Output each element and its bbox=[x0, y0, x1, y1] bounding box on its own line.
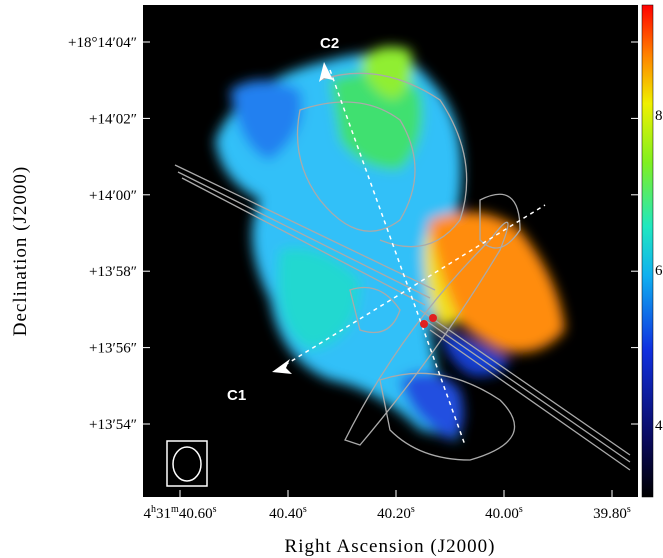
annotation: C1 bbox=[227, 387, 246, 404]
x-tick-label: 40.20s bbox=[377, 504, 415, 522]
figure: C2 C1 864 4h31m40.60s40.40s40.20s40.00s3… bbox=[0, 0, 663, 558]
x-tick-label-part: 40.20 bbox=[377, 506, 411, 522]
x-tick-label-part: s bbox=[303, 504, 307, 515]
x-tick-label-part: s bbox=[519, 504, 523, 515]
x-tick-label-part: 31 bbox=[156, 506, 171, 522]
colorbar-tick-label: 8 bbox=[655, 108, 663, 124]
x-tick-label-part: 40.00 bbox=[485, 506, 519, 522]
y-tick-label: +13′58″ bbox=[89, 264, 137, 280]
x-axis-label: Right Ascension (J2000) bbox=[285, 536, 496, 557]
y-tick-label: +13′56″ bbox=[89, 341, 137, 357]
colorbar-tick-label: 4 bbox=[655, 418, 663, 434]
annotation: C2 bbox=[320, 35, 339, 52]
x-tick-label-part: s bbox=[627, 504, 631, 515]
y-axis-label: Declination (J2000) bbox=[10, 166, 31, 336]
x-tick-label: 40.40s bbox=[269, 504, 307, 522]
colorbar bbox=[642, 5, 653, 497]
x-tick-label: 4h31m40.60s bbox=[144, 504, 217, 522]
y-tick-label: +14′02″ bbox=[89, 111, 137, 127]
x-tick-label: 39.80s bbox=[593, 504, 631, 522]
x-tick-label-part: 40.40 bbox=[269, 506, 303, 522]
x-tick-label: 40.00s bbox=[485, 504, 523, 522]
y-tick-label: +14′00″ bbox=[89, 188, 137, 204]
y-tick-label: +18°14′04″ bbox=[68, 35, 137, 51]
x-tick-label-part: s bbox=[213, 504, 217, 515]
x-tick-label-part: 40.60 bbox=[179, 506, 213, 522]
x-tick-label-part: 39.80 bbox=[593, 506, 627, 522]
colorbar-tick-label: 6 bbox=[655, 263, 663, 279]
y-tick-label: +13′54″ bbox=[89, 417, 137, 433]
x-tick-label-part: s bbox=[411, 504, 415, 515]
